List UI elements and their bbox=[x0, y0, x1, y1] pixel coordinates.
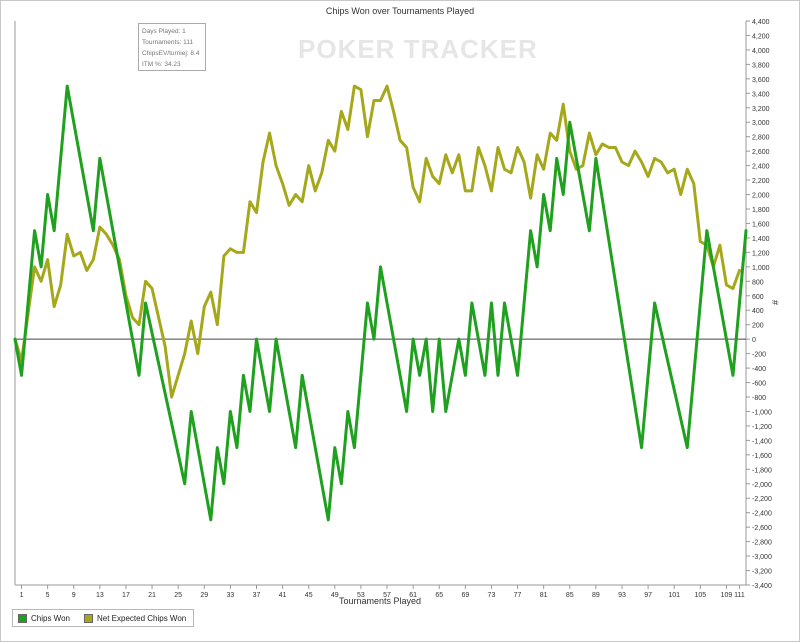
legend-item-net-expected[interactable]: Net Expected Chips Won bbox=[83, 613, 187, 623]
y-tick-label: -2,000 bbox=[752, 482, 772, 489]
y-tick-label: -2,200 bbox=[752, 496, 772, 503]
y-tick-label: 0 bbox=[752, 337, 756, 344]
y-tick-label: -2,600 bbox=[752, 525, 772, 532]
x-tick-label: 69 bbox=[461, 592, 469, 599]
x-tick-label: 41 bbox=[279, 592, 287, 599]
y-tick-label: 1,800 bbox=[752, 207, 770, 214]
y-tick-label: 1,600 bbox=[752, 221, 770, 228]
legend-label: Chips Won bbox=[31, 613, 70, 623]
x-tick-label: 89 bbox=[592, 592, 600, 599]
x-tick-label: 111 bbox=[734, 592, 745, 599]
y-tick-label: 3,400 bbox=[752, 91, 770, 98]
hover-tooltip: Days Played: 1 Tournaments: 111 ChipsEV/… bbox=[138, 23, 206, 71]
x-tick-label: 73 bbox=[488, 592, 496, 599]
y-tick-label: 800 bbox=[752, 279, 764, 286]
x-tick-label: 29 bbox=[200, 592, 208, 599]
x-tick-label: 65 bbox=[435, 592, 443, 599]
legend-swatch bbox=[18, 613, 27, 623]
y-axis-label: # bbox=[770, 300, 780, 306]
watermark-logo: POKER TRACKER bbox=[298, 34, 538, 64]
x-tick-label: 21 bbox=[148, 592, 156, 599]
y-tick-label: 1,400 bbox=[752, 236, 770, 243]
x-tick-label: 53 bbox=[357, 592, 365, 599]
x-tick-label: 109 bbox=[721, 592, 733, 599]
x-tick-label: 25 bbox=[174, 592, 182, 599]
y-tick-label: -400 bbox=[752, 366, 766, 373]
x-tick-label: 57 bbox=[383, 592, 391, 599]
x-tick-label: 17 bbox=[122, 592, 130, 599]
y-tick-label: 3,800 bbox=[752, 62, 770, 69]
series-line-net-expected-chips-won bbox=[13, 84, 741, 399]
y-tick-label: -600 bbox=[752, 381, 766, 388]
chart-legend: Chips Won Net Expected Chips Won bbox=[12, 609, 195, 627]
y-tick-label: 2,400 bbox=[752, 164, 770, 171]
x-tick-label: 37 bbox=[253, 592, 261, 599]
tooltip-line: ChipsEV/turniej: 8.4 bbox=[142, 50, 200, 57]
y-tick-label: -1,400 bbox=[752, 438, 772, 445]
tooltip-line: Days Played: 1 bbox=[142, 28, 186, 35]
y-tick-label: -1,800 bbox=[752, 467, 772, 474]
y-tick-label: -2,400 bbox=[752, 511, 772, 518]
x-tick-label: 101 bbox=[668, 592, 680, 599]
y-tick-label: -800 bbox=[752, 395, 766, 402]
y-tick-label: 4,400 bbox=[752, 19, 770, 26]
y-tick-label: -1,600 bbox=[752, 453, 772, 460]
x-tick-label: 105 bbox=[694, 592, 706, 599]
y-tick-label: 1,200 bbox=[752, 250, 770, 257]
x-tick-label: 61 bbox=[409, 592, 417, 599]
y-tick-label: 3,200 bbox=[752, 106, 770, 113]
x-tick-label: 85 bbox=[566, 592, 574, 599]
y-tick-label: 3,600 bbox=[752, 77, 770, 84]
chart-title: Chips Won over Tournaments Played bbox=[325, 6, 475, 16]
x-tick-label: 9 bbox=[72, 592, 76, 599]
x-tick-label: 45 bbox=[305, 592, 313, 599]
y-tick-label: 400 bbox=[752, 308, 764, 315]
x-axis-label: Tournaments Played bbox=[338, 596, 422, 606]
x-tick-label: 1 bbox=[20, 592, 24, 599]
y-tick-label: -3,200 bbox=[752, 569, 772, 576]
y-tick-label: -1,200 bbox=[752, 424, 772, 431]
y-tick-label: 3,000 bbox=[752, 120, 770, 127]
y-tick-label: -2,800 bbox=[752, 540, 772, 547]
y-tick-label: 600 bbox=[752, 294, 764, 301]
x-tick-label: 5 bbox=[46, 592, 50, 599]
tooltip-line: Tournaments: 111 bbox=[142, 39, 194, 46]
y-tick-label: 200 bbox=[752, 323, 764, 330]
y-tick-label: 2,000 bbox=[752, 193, 770, 200]
x-tick-label: 33 bbox=[226, 592, 234, 599]
y-tick-label: -3,400 bbox=[752, 583, 772, 590]
legend-swatch bbox=[83, 613, 93, 623]
y-tick-label: 2,600 bbox=[752, 149, 770, 156]
y-tick-label: 4,000 bbox=[752, 48, 770, 55]
series-line-chips-won bbox=[13, 84, 748, 522]
y-tick-label: -1,000 bbox=[752, 409, 772, 416]
x-tick-label: 81 bbox=[540, 592, 548, 599]
y-tick-label: 1,000 bbox=[752, 265, 770, 272]
y-tick-label: -200 bbox=[752, 352, 766, 359]
legend-item-chips-won[interactable]: Chips Won bbox=[18, 613, 70, 623]
x-tick-label: 93 bbox=[618, 592, 626, 599]
x-tick-label: 97 bbox=[644, 592, 652, 599]
tooltip-line: ITM %: 34.23 bbox=[142, 61, 181, 68]
x-tick-label: 49 bbox=[331, 592, 339, 599]
x-tick-label: 13 bbox=[96, 592, 104, 599]
legend-label: Net Expected Chips Won bbox=[96, 613, 187, 623]
y-tick-label: 2,800 bbox=[752, 135, 770, 142]
y-tick-label: 4,200 bbox=[752, 33, 770, 40]
y-tick-label: -3,000 bbox=[752, 554, 772, 561]
x-tick-label: 77 bbox=[514, 592, 522, 599]
y-tick-label: 2,200 bbox=[752, 178, 770, 185]
